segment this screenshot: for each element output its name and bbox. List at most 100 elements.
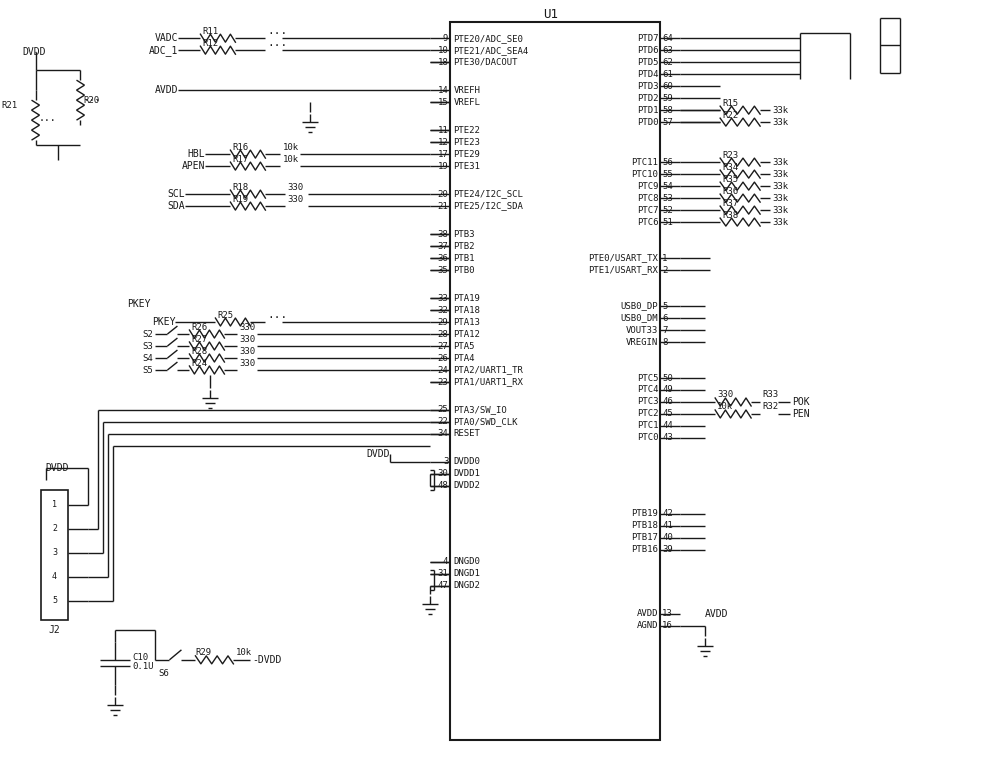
Text: PTE23: PTE23 [453,137,480,147]
Text: PTC4: PTC4 [637,386,658,395]
Text: 26: 26 [438,353,448,362]
Text: R23: R23 [722,151,738,160]
Text: 33k: 33k [772,118,788,127]
Text: PTA2/UART1_TR: PTA2/UART1_TR [453,366,523,375]
Text: 24: 24 [438,366,448,375]
Text: 14: 14 [438,86,448,94]
Text: 8: 8 [662,337,668,346]
Text: 33k: 33k [772,217,788,227]
Text: PTB3: PTB3 [453,230,475,239]
Text: 15: 15 [438,98,448,107]
Text: S4: S4 [143,353,153,362]
Text: 33k: 33k [772,157,788,167]
Text: PTA4: PTA4 [453,353,475,362]
Text: 13: 13 [662,609,673,618]
Text: 330: 330 [239,335,256,343]
Text: 330: 330 [717,390,733,399]
Text: VREFL: VREFL [453,98,480,107]
Text: R28: R28 [191,346,208,356]
Text: R22: R22 [722,111,738,120]
Text: 40: 40 [662,534,673,542]
Text: PTE20/ADC_SE0: PTE20/ADC_SE0 [453,34,523,43]
Text: 58: 58 [662,106,673,114]
Text: 55: 55 [662,170,673,179]
Text: PTE22: PTE22 [453,126,480,134]
Text: 330: 330 [287,183,304,191]
Text: 10k: 10k [282,143,299,151]
Text: PTC8: PTC8 [637,194,658,203]
Text: 5: 5 [662,302,668,310]
Text: 9: 9 [443,34,448,43]
Text: 37: 37 [438,242,448,250]
Text: VREGIN: VREGIN [626,337,658,346]
Text: R29: R29 [195,648,212,657]
Text: ...: ... [83,93,101,103]
Text: PTC0: PTC0 [637,433,658,442]
Text: 41: 41 [662,521,673,531]
Text: R27: R27 [191,335,208,343]
Text: PTA18: PTA18 [453,306,480,315]
Text: DVDD0: DVDD0 [453,458,480,466]
Text: 0.1U: 0.1U [132,662,154,671]
Text: R16: R16 [232,143,249,151]
Text: USB0_DP: USB0_DP [621,302,658,310]
Text: 16: 16 [662,621,673,631]
Text: 19: 19 [438,161,448,170]
Text: R18: R18 [232,183,249,191]
Text: 38: 38 [438,230,448,239]
Text: VOUT33: VOUT33 [626,326,658,335]
Text: R36: R36 [722,187,738,196]
Text: PTC10: PTC10 [631,170,658,179]
Text: 33k: 33k [772,206,788,214]
Text: 54: 54 [662,181,673,190]
Text: PTC6: PTC6 [637,217,658,227]
Text: R26: R26 [191,323,208,332]
Text: 39: 39 [662,545,673,554]
Text: AVDD: AVDD [705,609,729,619]
Text: 51: 51 [662,217,673,227]
Text: PTA12: PTA12 [453,329,480,339]
Text: S5: S5 [143,366,153,375]
Text: 34: 34 [438,429,448,439]
Text: SCL: SCL [168,189,185,199]
Text: 63: 63 [662,45,673,55]
Text: PTC11: PTC11 [631,157,658,167]
Text: 32: 32 [438,306,448,315]
Text: ADC_1: ADC_1 [149,45,178,55]
Text: 44: 44 [662,422,673,431]
Text: DVDD: DVDD [46,463,69,473]
Text: 330: 330 [239,346,256,356]
Text: SDA: SDA [168,201,185,211]
Text: 3: 3 [52,548,57,558]
Text: PTC1: PTC1 [637,422,658,431]
Text: PTC7: PTC7 [637,206,658,214]
Text: PTE24/I2C_SCL: PTE24/I2C_SCL [453,190,523,199]
Text: R15: R15 [722,98,738,108]
Text: R19: R19 [232,194,249,204]
Text: 10k: 10k [717,402,733,412]
Text: PTC9: PTC9 [637,181,658,190]
Text: R38: R38 [722,210,738,220]
Text: PTD0: PTD0 [637,118,658,127]
Text: R20: R20 [83,96,100,104]
Text: 330: 330 [239,359,256,368]
Text: PTE0/USART_TX: PTE0/USART_TX [588,253,658,263]
Text: 64: 64 [662,34,673,43]
Text: PTE30/DACOUT: PTE30/DACOUT [453,58,518,67]
Text: 60: 60 [662,81,673,91]
Text: 22: 22 [438,418,448,426]
Text: 1: 1 [662,253,668,263]
Text: 3: 3 [443,458,448,466]
Text: PKEY: PKEY [127,299,150,309]
Text: 18: 18 [438,58,448,67]
Text: -DVDD: -DVDD [252,655,282,665]
Text: 33k: 33k [772,106,788,114]
Text: PTE25/I2C_SDA: PTE25/I2C_SDA [453,201,523,210]
Text: R34: R34 [722,163,738,171]
Text: 11: 11 [438,126,448,134]
Text: PTA13: PTA13 [453,317,480,326]
Text: PTE31: PTE31 [453,161,480,170]
Text: 48: 48 [438,482,448,491]
Text: DVDD: DVDD [23,47,46,57]
Text: DVDD2: DVDD2 [453,482,480,491]
